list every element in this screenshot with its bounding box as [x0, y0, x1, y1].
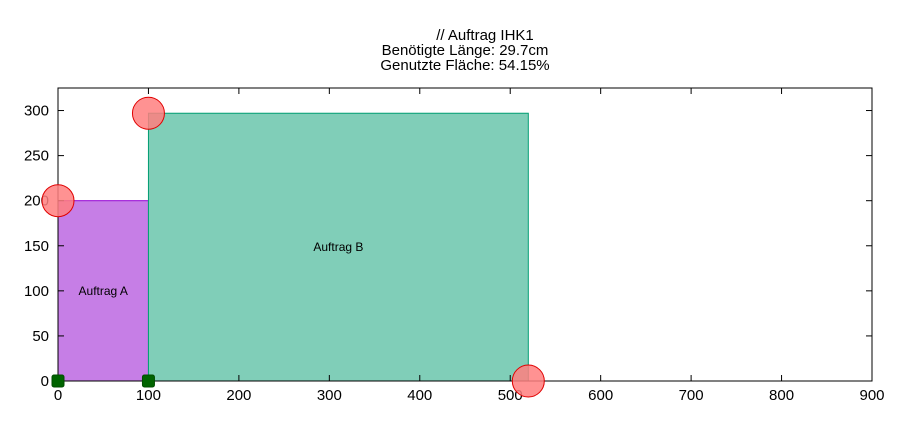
- x-tick-label: 300: [317, 387, 342, 404]
- y-tick-label: 50: [32, 328, 49, 345]
- y-tick-label: 250: [24, 148, 49, 165]
- rect-label-2: Auftrag B: [313, 240, 363, 254]
- y-tick-label: 0: [41, 373, 49, 390]
- x-tick-label: 700: [679, 387, 704, 404]
- x-tick-label: 600: [588, 387, 613, 404]
- rect-2: [147, 112, 529, 382]
- free-corner-point-1: [41, 184, 75, 218]
- free-corner-point-2: [131, 96, 165, 130]
- x-tick-label: 100: [136, 387, 161, 404]
- x-tick-label: 900: [859, 387, 884, 404]
- y-tick-label: 100: [24, 283, 49, 300]
- x-tick-label: 200: [226, 387, 251, 404]
- rectangles-layer: [57, 112, 529, 382]
- x-tick-label: 400: [407, 387, 432, 404]
- axis-tick-labels: 0 100 200 300 400 500 600 700 800 900050100150200…: [24, 103, 885, 404]
- chart-title: // Auftrag IHK1 Benötigte Länge: 29.7cm …: [380, 27, 549, 74]
- x-tick-label: 0: [54, 387, 62, 404]
- y-tick-label: 300: [24, 103, 49, 120]
- plot-frame: [57, 87, 873, 382]
- placement-point-2: [141, 374, 155, 388]
- free-corner-point-3: [511, 364, 545, 398]
- rect-label-1: Auftrag A: [79, 284, 128, 298]
- y-tick-label: 150: [24, 238, 49, 255]
- placement-point-1: [51, 374, 65, 388]
- title-line-1: // Auftrag IHK1: [436, 27, 534, 44]
- title-line-2: Benötigte Länge: 29.7cm: [382, 42, 549, 59]
- rect-1: [57, 200, 149, 382]
- title-line-3: Genutzte Fläche: 54.15%: [380, 57, 549, 74]
- rectangle-labels-layer: Auftrag A Auftrag B: [79, 240, 364, 298]
- x-tick-label: 800: [769, 387, 794, 404]
- points-layer: [41, 96, 545, 398]
